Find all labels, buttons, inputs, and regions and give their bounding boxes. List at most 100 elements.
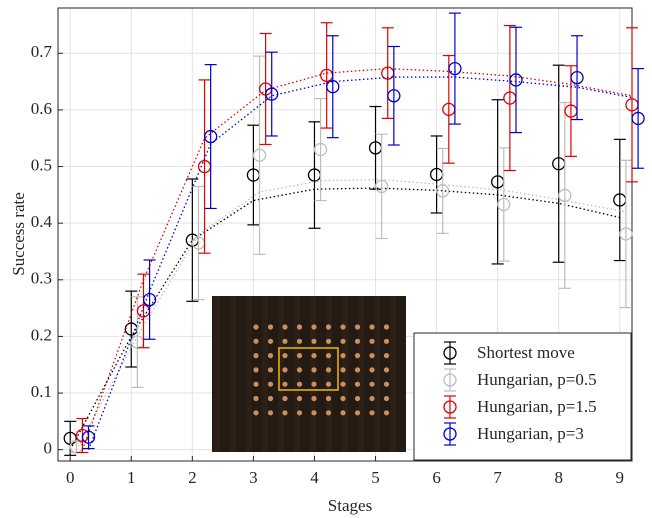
inset-dot [325, 324, 332, 330]
inset-dot [383, 338, 390, 344]
marker [313, 142, 328, 157]
marker [81, 430, 96, 444]
inset-dot [369, 381, 375, 387]
legend-label: Hungarian, p=3 [477, 424, 584, 443]
x-axis-label: Stages [328, 496, 372, 515]
marker [204, 129, 218, 144]
marker [252, 148, 267, 162]
inset-dot [340, 410, 346, 416]
inset-dot [267, 353, 274, 359]
inset-dot [253, 395, 259, 402]
inset-bg [212, 296, 406, 452]
inset-dot [311, 338, 317, 344]
inset-dot [369, 338, 375, 344]
inset-streak [294, 296, 300, 452]
inset-dot [340, 353, 346, 359]
inset-dot [369, 410, 375, 416]
inset-dot [340, 338, 346, 344]
inset-dot [253, 381, 259, 387]
inset-dot [354, 367, 361, 373]
inset-streak [326, 296, 332, 452]
fit-curve [75, 178, 627, 450]
fit-curve [69, 187, 620, 450]
inset-image [212, 296, 406, 452]
inset-streak [214, 296, 220, 452]
legend-label: Hungarian, p=1.5 [477, 397, 597, 416]
x-tick-label: 0 [66, 468, 75, 487]
inset-dot [267, 338, 274, 344]
fit-curve [87, 76, 632, 450]
inset-dot [282, 324, 288, 330]
inset-dot [369, 395, 375, 402]
y-tick-label: 0.6 [31, 99, 52, 118]
inset-dot [369, 353, 375, 359]
marker [558, 188, 572, 203]
marker [374, 179, 389, 194]
inset-dot [354, 353, 361, 359]
inset-box [278, 347, 339, 391]
inset-dot [369, 367, 375, 373]
x-tick-label: 5 [371, 468, 380, 487]
marker [631, 111, 645, 126]
inset-dot [340, 381, 346, 387]
x-tick-label: 8 [554, 468, 563, 487]
inset-dot [296, 324, 303, 330]
inset-streak [230, 296, 236, 452]
inset-dot [340, 395, 346, 402]
inset-dot [311, 381, 317, 387]
inset-dot [369, 324, 375, 330]
x-tick-label: 3 [249, 468, 258, 487]
inset-dot [267, 395, 274, 402]
inset-dot [354, 338, 361, 344]
inset-dot [311, 324, 317, 330]
inset-dot [253, 410, 259, 416]
inset-streak [358, 296, 364, 452]
inset-dot [296, 367, 303, 373]
inset-dot [296, 338, 303, 344]
inset-dot [253, 367, 259, 373]
marker [436, 184, 450, 198]
x-tick-label: 2 [188, 468, 197, 487]
inset-dot [354, 381, 361, 387]
inset-dot [253, 324, 259, 330]
inset-dot [311, 395, 317, 402]
inset-streak [278, 296, 284, 452]
y-tick-label: 0.4 [31, 212, 53, 231]
inset-dot [383, 410, 390, 416]
inset-dot [253, 353, 259, 359]
inset-dot [311, 367, 317, 373]
legend-marker [443, 400, 457, 414]
marker [497, 197, 511, 212]
marker [387, 89, 401, 103]
inset-dot [282, 367, 288, 373]
inset-dot [354, 324, 361, 330]
inset-dot [354, 410, 361, 416]
inset-dot [311, 353, 317, 359]
legend-marker [443, 373, 457, 387]
inset-dot [340, 367, 346, 373]
inset-dot [311, 410, 317, 416]
inset-dot [253, 338, 259, 344]
inset-streak [262, 296, 268, 452]
y-tick-label: 0.1 [31, 382, 52, 401]
inset-dot [282, 410, 288, 416]
y-tick-label: 0.5 [31, 155, 52, 174]
inset-dot [383, 324, 390, 330]
x-tick-label: 6 [432, 468, 441, 487]
inset-streak [390, 296, 396, 452]
marker [326, 80, 340, 94]
marker [265, 87, 279, 101]
inset-dot [383, 395, 390, 402]
y-tick-label: 0 [44, 439, 53, 458]
inset-dot [354, 395, 361, 402]
inset-dot [267, 367, 274, 373]
inset-dot [282, 353, 288, 359]
y-tick-label: 0.7 [31, 42, 53, 61]
marker [509, 73, 523, 87]
legend-label: Hungarian, p=0.5 [477, 370, 597, 389]
inset-dot [325, 395, 332, 402]
inset-dot [296, 410, 303, 416]
inset-streak [342, 296, 348, 452]
inset-streak [246, 296, 252, 452]
